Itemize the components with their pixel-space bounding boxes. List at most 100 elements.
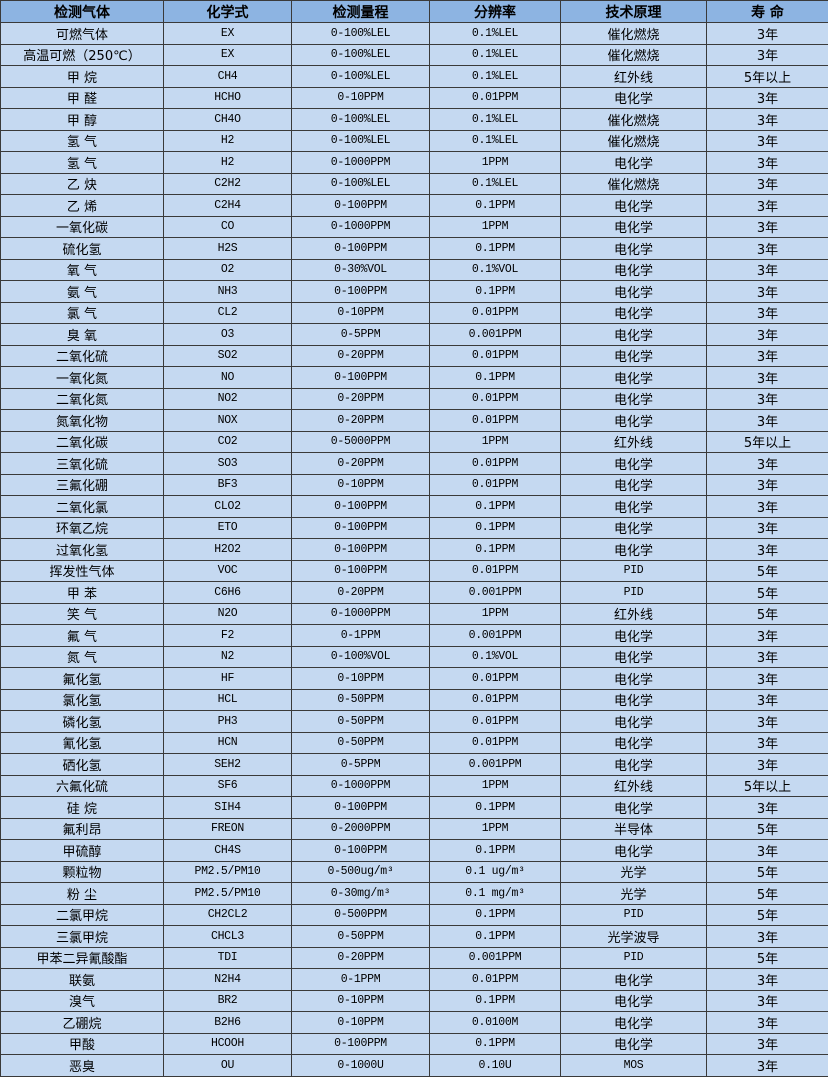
cell-gas-name: 三氟化硼 xyxy=(1,474,164,496)
cell-range: 0-10PPM xyxy=(292,302,430,324)
cell-lifespan: 3年 xyxy=(707,1012,828,1034)
cell-resolution: 0.0100M xyxy=(430,1012,561,1034)
cell-gas-name: 三氯甲烷 xyxy=(1,926,164,948)
cell-lifespan: 5年以上 xyxy=(707,66,828,88)
cell-range: 0-1PPM xyxy=(292,625,430,647)
cell-formula: ETO xyxy=(164,517,292,539)
cell-resolution: 0.001PPM xyxy=(430,625,561,647)
cell-resolution: 0.1PPM xyxy=(430,496,561,518)
cell-lifespan: 3年 xyxy=(707,367,828,389)
cell-resolution: 1PPM xyxy=(430,775,561,797)
cell-gas-name: 氟利昂 xyxy=(1,818,164,840)
cell-lifespan: 3年 xyxy=(707,625,828,647)
cell-principle: 电化学 xyxy=(561,474,707,496)
cell-gas-name: 氟化氢 xyxy=(1,668,164,690)
cell-formula: OU xyxy=(164,1055,292,1077)
cell-lifespan: 5年 xyxy=(707,904,828,926)
cell-resolution: 0.001PPM xyxy=(430,754,561,776)
cell-principle: 电化学 xyxy=(561,367,707,389)
cell-principle: 电化学 xyxy=(561,1033,707,1055)
cell-principle: 光学 xyxy=(561,861,707,883)
cell-principle: 红外线 xyxy=(561,431,707,453)
cell-lifespan: 3年 xyxy=(707,410,828,432)
cell-range: 0-10PPM xyxy=(292,87,430,109)
cell-principle: 红外线 xyxy=(561,603,707,625)
cell-principle: 电化学 xyxy=(561,1012,707,1034)
cell-lifespan: 3年 xyxy=(707,969,828,991)
cell-gas-name: 磷化氢 xyxy=(1,711,164,733)
cell-lifespan: 3年 xyxy=(707,990,828,1012)
cell-formula: CH4O xyxy=(164,109,292,131)
cell-gas-name: 溴气 xyxy=(1,990,164,1012)
cell-principle: 电化学 xyxy=(561,840,707,862)
cell-formula: PH3 xyxy=(164,711,292,733)
cell-resolution: 0.1%LEL xyxy=(430,44,561,66)
cell-resolution: 0.001PPM xyxy=(430,947,561,969)
cell-lifespan: 3年 xyxy=(707,1033,828,1055)
cell-lifespan: 3年 xyxy=(707,474,828,496)
cell-gas-name: 一氧化氮 xyxy=(1,367,164,389)
cell-resolution: 0.1PPM xyxy=(430,1033,561,1055)
cell-formula: SEH2 xyxy=(164,754,292,776)
cell-gas-name: 恶臭 xyxy=(1,1055,164,1077)
cell-range: 0-100PPM xyxy=(292,1033,430,1055)
cell-gas-name: 氮 气 xyxy=(1,646,164,668)
cell-principle: 电化学 xyxy=(561,216,707,238)
cell-gas-name: 甲 烷 xyxy=(1,66,164,88)
cell-lifespan: 3年 xyxy=(707,152,828,174)
cell-range: 0-20PPM xyxy=(292,388,430,410)
cell-principle: 电化学 xyxy=(561,87,707,109)
cell-principle: 红外线 xyxy=(561,66,707,88)
cell-resolution: 0.1%LEL xyxy=(430,66,561,88)
cell-resolution: 0.01PPM xyxy=(430,711,561,733)
cell-principle: 电化学 xyxy=(561,969,707,991)
cell-lifespan: 3年 xyxy=(707,173,828,195)
cell-principle: 催化燃烧 xyxy=(561,44,707,66)
cell-lifespan: 3年 xyxy=(707,23,828,45)
cell-resolution: 0.1PPM xyxy=(430,797,561,819)
cell-range: 0-100PPM xyxy=(292,367,430,389)
cell-principle: 电化学 xyxy=(561,324,707,346)
cell-principle: 电化学 xyxy=(561,259,707,281)
cell-range: 0-100PPM xyxy=(292,560,430,582)
cell-range: 0-1000PPM xyxy=(292,152,430,174)
cell-gas-name: 硅 烷 xyxy=(1,797,164,819)
cell-formula: CH4 xyxy=(164,66,292,88)
cell-range: 0-10PPM xyxy=(292,474,430,496)
cell-principle: PID xyxy=(561,904,707,926)
cell-gas-name: 联氨 xyxy=(1,969,164,991)
cell-range: 0-20PPM xyxy=(292,453,430,475)
cell-gas-name: 甲 醛 xyxy=(1,87,164,109)
cell-lifespan: 5年以上 xyxy=(707,431,828,453)
cell-range: 0-100%LEL xyxy=(292,44,430,66)
cell-resolution: 0.1%VOL xyxy=(430,646,561,668)
cell-lifespan: 3年 xyxy=(707,195,828,217)
cell-resolution: 0.1PPM xyxy=(430,238,561,260)
cell-range: 0-1PPM xyxy=(292,969,430,991)
cell-gas-name: 甲 醇 xyxy=(1,109,164,131)
cell-formula: VOC xyxy=(164,560,292,582)
cell-lifespan: 3年 xyxy=(707,754,828,776)
cell-resolution: 0.10U xyxy=(430,1055,561,1077)
cell-formula: HF xyxy=(164,668,292,690)
cell-lifespan: 3年 xyxy=(707,797,828,819)
cell-formula: SIH4 xyxy=(164,797,292,819)
cell-range: 0-100%LEL xyxy=(292,23,430,45)
cell-gas-name: 乙 炔 xyxy=(1,173,164,195)
cell-formula: H2O2 xyxy=(164,539,292,561)
cell-principle: MOS xyxy=(561,1055,707,1077)
cell-resolution: 0.1PPM xyxy=(430,517,561,539)
cell-resolution: 1PPM xyxy=(430,603,561,625)
